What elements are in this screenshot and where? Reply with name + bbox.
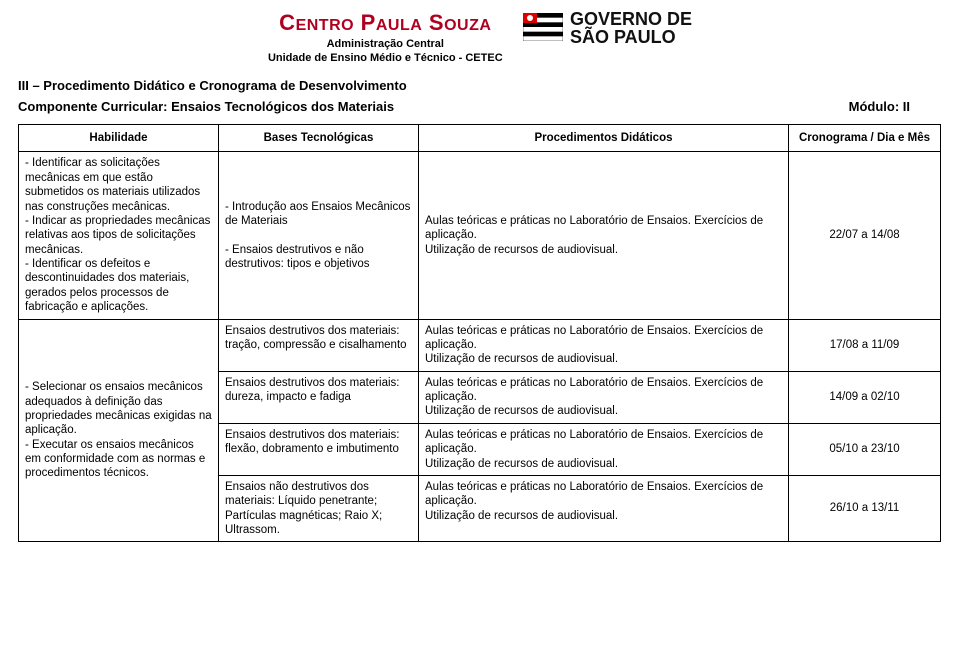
cell-habilidade-2: - Selecionar os ensaios mecânicos adequa… (19, 319, 219, 542)
cell-proc-2: Aulas teóricas e práticas no Laboratório… (419, 319, 789, 371)
cps-entro: ENTRO (296, 17, 355, 34)
sp-logo: GOVERNO DE SÃO PAULO (523, 10, 692, 46)
gov-text: GOVERNO DE SÃO PAULO (570, 10, 692, 46)
th-cronograma: Cronograma / Dia e Mês (789, 125, 941, 152)
page-header: CENTRO PAULA SOUZA Administração Central… (0, 0, 960, 64)
cps-c: C (279, 10, 295, 35)
cell-bases-4: Ensaios destrutivos dos materiais: flexã… (219, 423, 419, 475)
cell-proc-4: Aulas teóricas e práticas no Laboratório… (419, 423, 789, 475)
cell-proc-5: Aulas teóricas e práticas no Laboratório… (419, 475, 789, 542)
cell-bases-3: Ensaios destrutivos dos materiais: durez… (219, 371, 419, 423)
cell-proc-3: Aulas teóricas e práticas no Laboratório… (419, 371, 789, 423)
cell-proc-1: Aulas teóricas e práticas no Laboratório… (419, 152, 789, 319)
gov-line2: SÃO PAULO (570, 28, 692, 46)
cell-data-5: 26/10 a 13/11 (789, 475, 941, 542)
table-row: - Selecionar os ensaios mecânicos adequa… (19, 319, 941, 371)
cronograma-table: Habilidade Bases Tecnológicas Procedimen… (18, 124, 941, 542)
cell-bases-5: Ensaios não destrutivos dos materiais: L… (219, 475, 419, 542)
cell-habilidade-1: - Identificar as solicitações mecânicas … (19, 152, 219, 319)
sp-flag-icon (523, 13, 563, 44)
cell-data-2: 17/08 a 11/09 (789, 319, 941, 371)
cps-p: P (354, 10, 376, 35)
cps-ouza: OUZA (444, 17, 491, 34)
cell-bases-1: - Introdução aos Ensaios Mecânicos de Ma… (219, 152, 419, 319)
th-bases: Bases Tecnológicas (219, 125, 419, 152)
cps-aula: AULA (376, 17, 422, 34)
table-row: - Identificar as solicitações mecânicas … (19, 152, 941, 319)
section-title: III – Procedimento Didático e Cronograma… (18, 78, 960, 93)
table-header-row: Habilidade Bases Tecnológicas Procedimen… (19, 125, 941, 152)
componente-label: Componente Curricular: Ensaios Tecnológi… (18, 99, 394, 114)
cell-bases-2: Ensaios destrutivos dos materiais: traçã… (219, 319, 419, 371)
cell-data-1: 22/07 a 14/08 (789, 152, 941, 319)
cps-brand: CENTRO PAULA SOUZA (268, 10, 503, 36)
modulo-label: Módulo: II (849, 99, 910, 114)
gov-line1: GOVERNO DE (570, 10, 692, 28)
th-habilidade: Habilidade (19, 125, 219, 152)
cps-s: S (422, 10, 444, 35)
cps-logo: CENTRO PAULA SOUZA Administração Central… (268, 10, 503, 64)
th-proc: Procedimentos Didáticos (419, 125, 789, 152)
cell-data-3: 14/09 a 02/10 (789, 371, 941, 423)
cps-sub1: Administração Central (268, 38, 503, 50)
cps-sub2: Unidade de Ensino Médio e Técnico - CETE… (268, 52, 503, 64)
component-row: Componente Curricular: Ensaios Tecnológi… (18, 99, 910, 114)
cell-data-4: 05/10 a 23/10 (789, 423, 941, 475)
